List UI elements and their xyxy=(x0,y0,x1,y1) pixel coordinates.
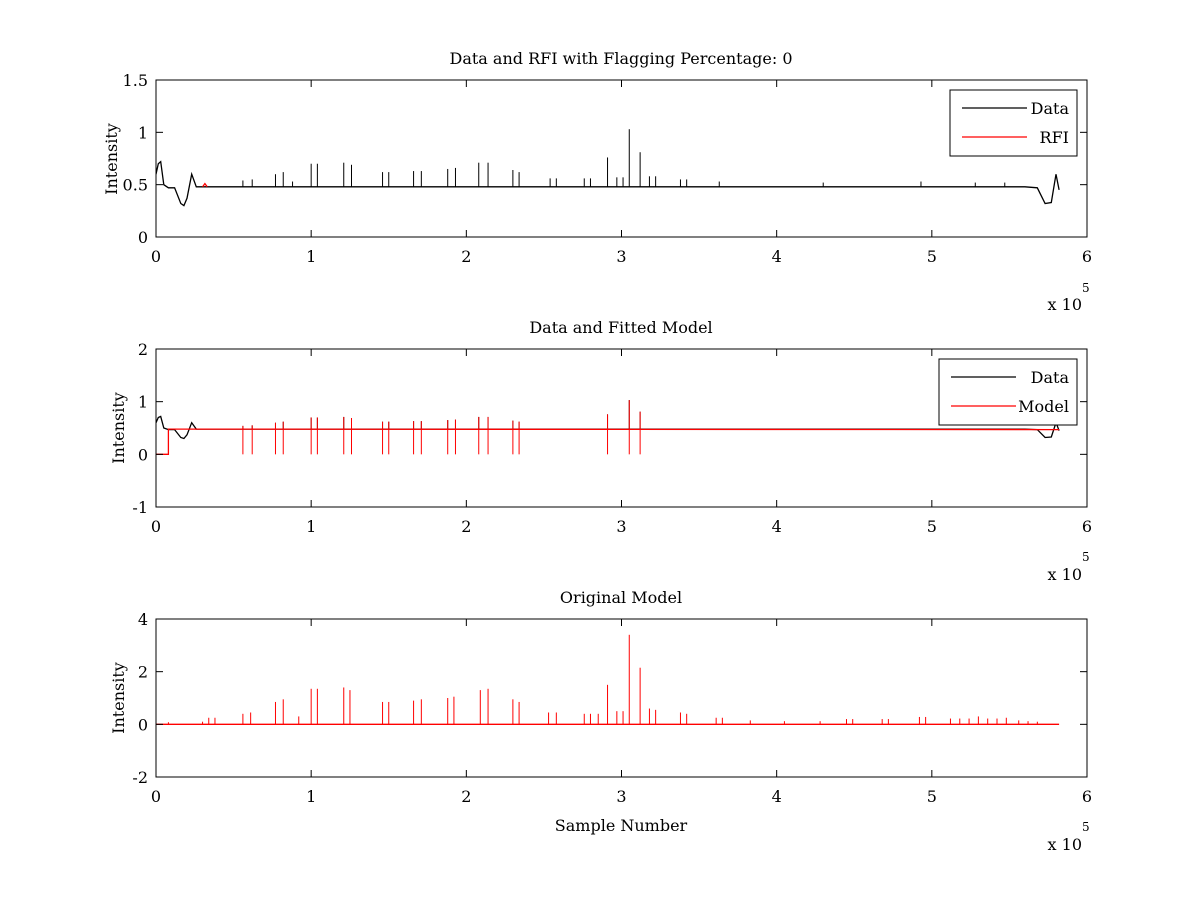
panel-rfi-ytick-label-0: 0 xyxy=(138,228,148,247)
panel-rfi-xtick-label-0: 0 xyxy=(151,247,161,266)
panel-rfi-x-scale-exponent: 5 xyxy=(1082,281,1090,295)
panel-rfi-ytick-label-2: 1 xyxy=(138,123,148,142)
panel-rfi-xtick-label-5: 5 xyxy=(927,247,937,266)
panel-fitted-model-x-scale-label: x 10 xyxy=(1048,565,1082,584)
panel-fitted-model: Data and Fitted Model Intensity 0 1 2 3 4 5 6 -… xyxy=(109,318,1092,584)
panel-rfi-xtick-label-4: 4 xyxy=(772,247,782,266)
panel-original-model-series-group xyxy=(156,634,1060,725)
panel-fitted-model-xtick-label-4: 4 xyxy=(772,517,782,536)
panel-fitted-model-xtick-label-3: 3 xyxy=(616,517,626,536)
panel-rfi-legend-box xyxy=(949,89,1078,157)
panel-original-model-x-scale-exponent: 5 xyxy=(1082,820,1090,834)
panel-fitted-model-legend-label-0: Data xyxy=(1031,368,1070,387)
panel-original-model-title: Original Model xyxy=(560,588,682,607)
panel-original-model-x-scale-label: x 10 xyxy=(1048,835,1082,854)
panel-original-model-xtick-label-1: 1 xyxy=(306,787,316,806)
panel-rfi: Data and RFI with Flagging Percentage: 0… xyxy=(102,49,1092,314)
panel-original-model-xlabel: Sample Number xyxy=(555,816,688,835)
panel-rfi-plot: 0 1 2 3 4 5 6 0 0.5 1 1.5 Data RFI xyxy=(123,71,1093,266)
panel-fitted-model-series-data-line xyxy=(156,415,1060,440)
panel-fitted-model-ytick-label-2: 1 xyxy=(138,393,148,412)
panel-rfi-legend: Data RFI xyxy=(949,89,1078,157)
panel-fitted-model-ylabel: Intensity xyxy=(109,392,128,464)
panel-rfi-xtick-label-1: 1 xyxy=(306,247,316,266)
panel-original-model-xtick-label-3: 3 xyxy=(616,787,626,806)
panel-rfi-xtick-label-6: 6 xyxy=(1082,247,1092,266)
panel-fitted-model-xtick-label-0: 0 xyxy=(151,517,161,536)
panel-fitted-model-x-scale-exponent: 5 xyxy=(1082,550,1090,564)
panel-fitted-model-xtick-label-2: 2 xyxy=(461,517,471,536)
panel-original-model-xtick-label-6: 6 xyxy=(1082,787,1092,806)
panel-rfi-series-group xyxy=(156,129,1060,207)
panel-rfi-ytick-label-1: 0.5 xyxy=(123,176,148,195)
panel-fitted-model-xtick-label-6: 6 xyxy=(1082,517,1092,536)
panel-rfi-title: Data and RFI with Flagging Percentage: 0 xyxy=(449,49,792,68)
panel-rfi-ylabel: Intensity xyxy=(102,123,121,195)
panel-fitted-model-legend-box xyxy=(938,358,1078,426)
panel-fitted-model-legend: Data Model xyxy=(938,358,1078,426)
panel-fitted-model-ytick-label-1: 0 xyxy=(138,445,148,464)
panel-original-model-ytick-label-0: -2 xyxy=(132,768,148,787)
panel-rfi-xtick-label-3: 3 xyxy=(616,247,626,266)
panel-rfi-ytick-label-3: 1.5 xyxy=(123,71,148,90)
panel-fitted-model-xtick-label-5: 5 xyxy=(927,517,937,536)
panel-original-model-xtick-label-4: 4 xyxy=(772,787,782,806)
panel-original-model-xtick-label-5: 5 xyxy=(927,787,937,806)
panel-rfi-series-rfi-line xyxy=(202,182,208,188)
panel-fitted-model-ytick-label-0: -1 xyxy=(132,498,148,517)
panel-rfi-legend-label-1: RFI xyxy=(1040,128,1069,147)
panel-original-model-ytick-label-1: 0 xyxy=(138,715,148,734)
panel-rfi-xtick-label-2: 2 xyxy=(461,247,471,266)
panel-original-model-ytick-label-3: 4 xyxy=(138,610,148,629)
panel-fitted-model-ytick-label-3: 2 xyxy=(138,340,148,359)
panel-original-model-xtick-label-0: 0 xyxy=(151,787,161,806)
panel-original-model-ylabel: Intensity xyxy=(109,662,128,734)
panel-rfi-series-data-line xyxy=(156,160,1060,207)
panel-original-model-ytick-label-2: 2 xyxy=(138,663,148,682)
panel-fitted-model-xtick-label-1: 1 xyxy=(306,517,316,536)
panel-rfi-legend-label-0: Data xyxy=(1031,99,1070,118)
panel-fitted-model-legend-label-1: Model xyxy=(1018,397,1069,416)
panel-original-model-xtick-label-2: 2 xyxy=(461,787,471,806)
panel-rfi-x-scale-label: x 10 xyxy=(1048,295,1082,314)
panel-fitted-model-title: Data and Fitted Model xyxy=(529,318,712,337)
